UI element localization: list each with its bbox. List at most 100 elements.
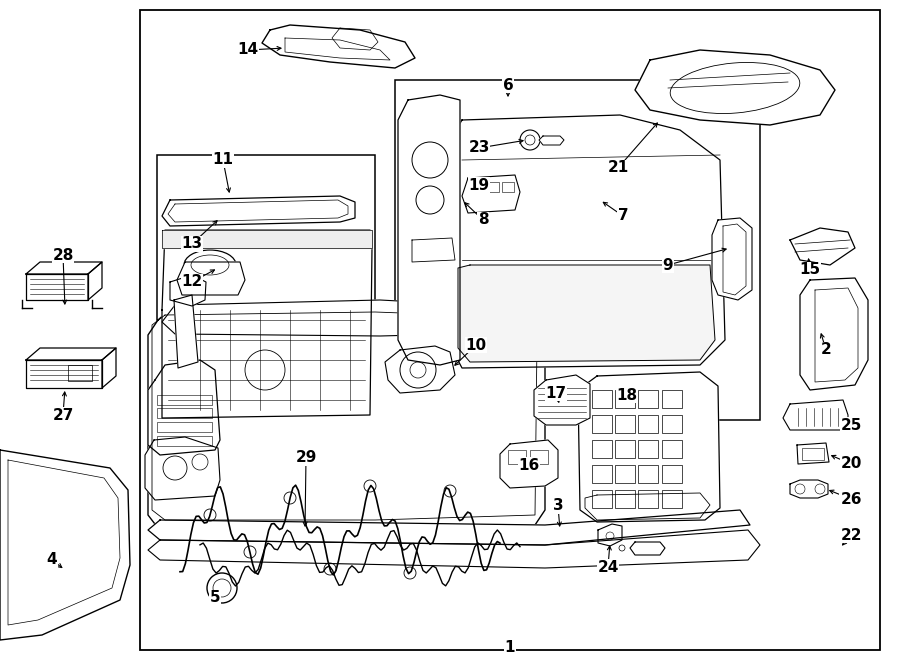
Polygon shape [578,372,720,522]
Text: 19: 19 [468,178,490,192]
Bar [508,450,526,464]
Bar [615,440,635,458]
Text: 12: 12 [182,274,202,290]
Bar [487,182,499,192]
Bar [157,422,212,432]
Bar [662,465,682,483]
Text: 26: 26 [841,492,862,506]
Polygon shape [797,443,829,464]
Polygon shape [712,218,752,300]
Bar [638,415,658,433]
Text: 7: 7 [617,208,628,223]
Text: 17: 17 [545,385,567,401]
Bar [638,490,658,508]
Polygon shape [26,274,88,300]
Bar [615,415,635,433]
Bar [592,415,612,433]
Polygon shape [177,262,245,295]
Polygon shape [800,278,868,390]
Text: 8: 8 [478,212,489,227]
Bar [615,465,635,483]
Text: 15: 15 [799,262,821,278]
Text: 21: 21 [608,161,628,176]
Bar [68,365,92,381]
Text: 13: 13 [182,237,202,251]
Bar [662,440,682,458]
Bar [615,490,635,508]
Polygon shape [0,450,130,640]
Bar [638,390,658,408]
Polygon shape [26,348,116,360]
Polygon shape [539,136,564,145]
Bar [592,465,612,483]
Text: 9: 9 [662,258,673,272]
Bar [638,440,658,458]
Text: 10: 10 [465,338,487,352]
Polygon shape [450,115,725,368]
Polygon shape [162,230,372,418]
Polygon shape [598,524,622,546]
Bar [157,155,375,430]
Bar [157,436,212,446]
Text: 5: 5 [210,590,220,605]
Polygon shape [174,295,198,368]
Polygon shape [148,360,220,455]
Polygon shape [458,265,715,362]
Ellipse shape [184,250,236,280]
Polygon shape [148,302,545,530]
Text: 25: 25 [841,418,861,432]
Polygon shape [262,25,415,68]
Bar [615,390,635,408]
Text: 1: 1 [505,641,515,656]
Polygon shape [148,510,750,545]
Text: 24: 24 [598,559,618,574]
Polygon shape [26,360,102,388]
Text: 16: 16 [518,457,540,473]
Bar [472,182,484,192]
Bar [638,465,658,483]
Bar [662,390,682,408]
Text: 4: 4 [47,553,58,568]
Text: 18: 18 [616,387,637,403]
Circle shape [207,573,237,603]
Text: 6: 6 [502,77,513,93]
Text: 20: 20 [841,457,861,471]
Text: 3: 3 [553,498,563,514]
Polygon shape [26,262,102,274]
Bar [530,450,548,464]
Polygon shape [88,262,102,300]
Polygon shape [534,375,590,425]
Text: 29: 29 [295,451,317,465]
Polygon shape [790,480,828,498]
Polygon shape [145,437,220,500]
Bar [592,440,612,458]
Polygon shape [170,275,206,306]
Bar [802,448,824,460]
Bar [140,10,880,650]
Bar [662,490,682,508]
Polygon shape [783,400,848,430]
Polygon shape [462,175,520,213]
Circle shape [520,130,540,150]
Text: 23: 23 [468,141,490,155]
Text: 27: 27 [52,407,74,422]
Polygon shape [398,95,460,365]
Text: 11: 11 [212,153,233,167]
Polygon shape [630,542,665,555]
Bar [592,490,612,508]
Text: 14: 14 [238,42,258,58]
Polygon shape [162,300,540,336]
Text: 28: 28 [52,247,74,262]
Polygon shape [162,196,355,226]
Polygon shape [162,230,372,248]
Bar [157,395,212,405]
Bar [662,415,682,433]
Polygon shape [385,346,455,393]
Text: 2: 2 [821,342,832,358]
Polygon shape [635,50,835,125]
Polygon shape [148,530,760,568]
Bar [592,390,612,408]
Bar [395,80,760,420]
Polygon shape [790,228,855,265]
Text: 22: 22 [841,527,862,543]
